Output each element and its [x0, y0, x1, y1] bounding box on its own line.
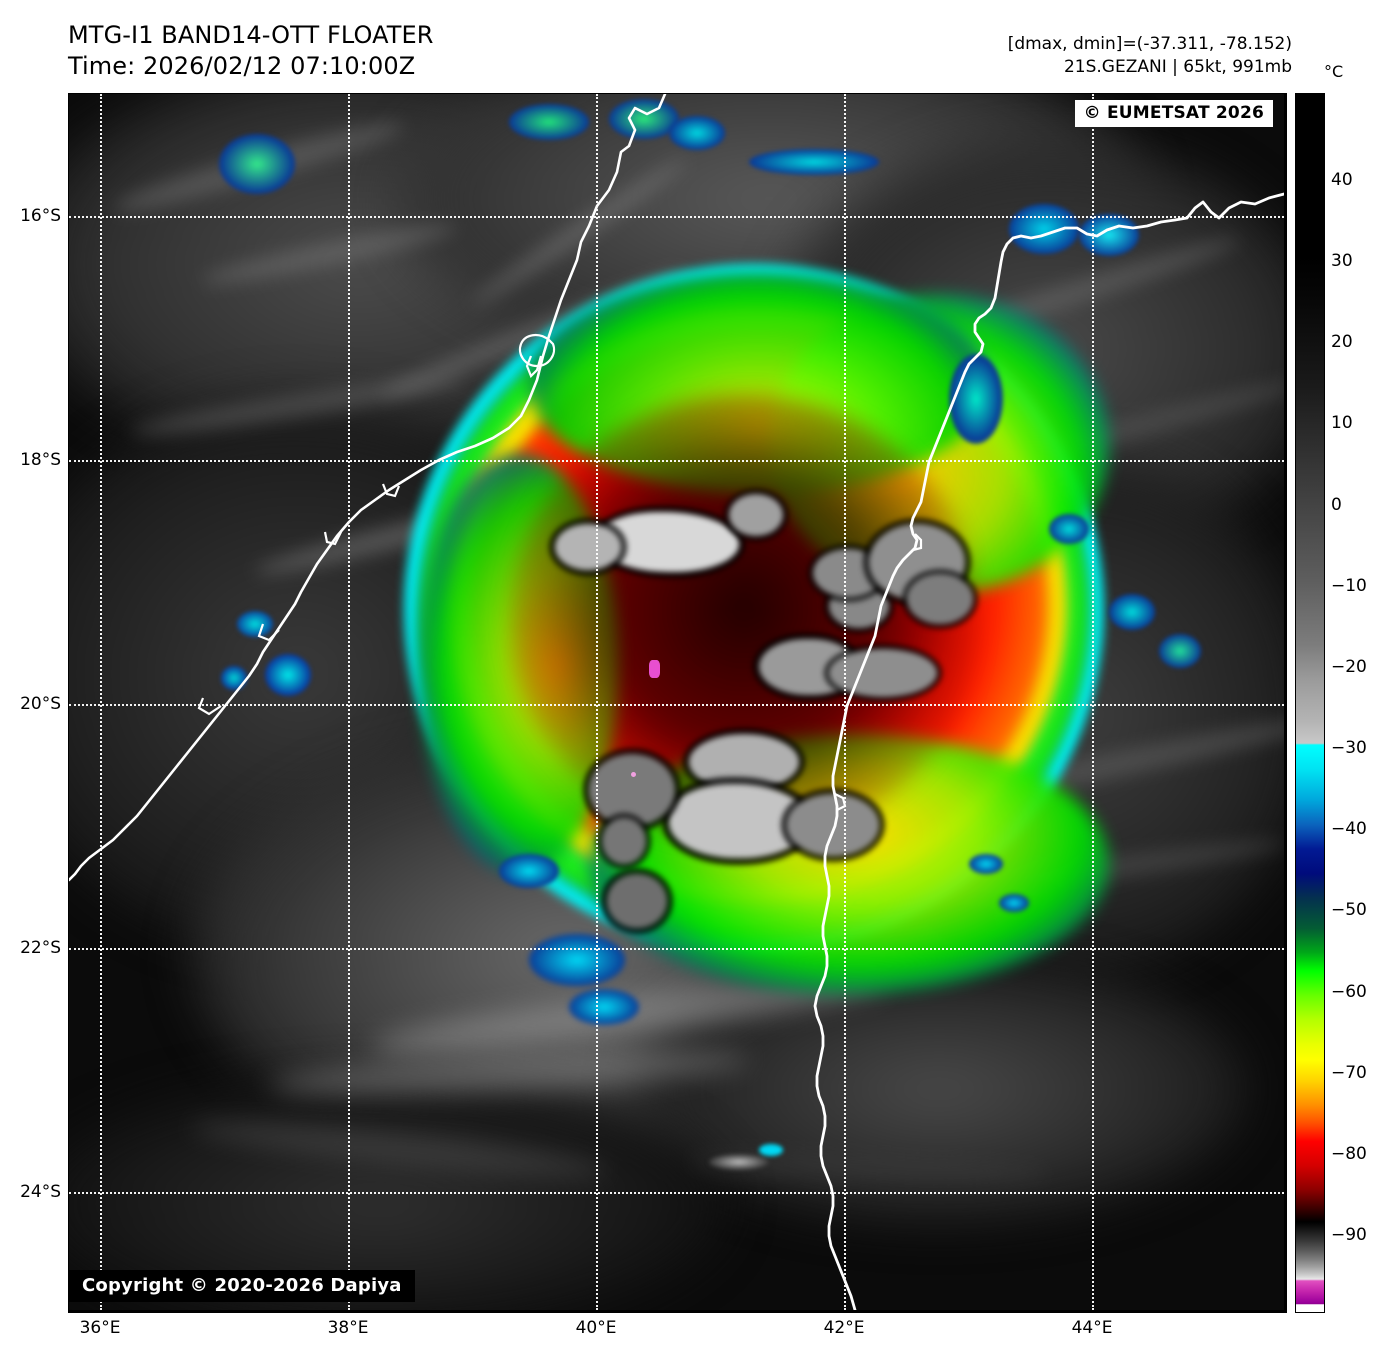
- storm-info-label: 21S.GEZANI | 65kt, 991mb: [1063, 56, 1292, 77]
- colorbar-tick-label: 10: [1331, 413, 1353, 433]
- overshooting-top: [669, 784, 809, 858]
- dminmax-label: [dmax, dmin]=(-37.311, -78.152): [1007, 34, 1292, 54]
- convective-cell: [969, 854, 1003, 874]
- convective-cell: [529, 934, 625, 986]
- convective-cell: [237, 611, 273, 637]
- convective-cell: [1109, 594, 1155, 630]
- convective-cell: [709, 1154, 769, 1170]
- colorbar-tick-label: −70: [1331, 1063, 1367, 1083]
- gridline-lon-40E: [596, 94, 598, 1310]
- eumetsat-copyright-badge: © EUMETSAT 2026: [1074, 100, 1273, 127]
- convective-cell: [569, 989, 639, 1025]
- overshooting-top: [607, 874, 667, 928]
- colorbar-tick-label: −40: [1331, 819, 1367, 839]
- colorbar-tick-label: −80: [1331, 1144, 1367, 1164]
- colorbar-tick-label: 0: [1331, 495, 1342, 515]
- convective-cell: [949, 354, 1003, 444]
- ytick-label: 20°S: [20, 694, 61, 714]
- colorbar-unit-label: °C: [1324, 62, 1344, 81]
- overshooting-top: [589, 754, 675, 826]
- gridline-lon-42E: [844, 94, 846, 1310]
- ytick-label: 16°S: [20, 206, 61, 226]
- convective-cell: [759, 1144, 783, 1156]
- xtick-label: 44°E: [1071, 1318, 1113, 1338]
- gridline-lat-16S: [69, 216, 1284, 218]
- header-right-block: [dmax, dmin]=(-37.311, -78.152) 21S.GEZA…: [1008, 33, 1292, 79]
- colorbar-gradient: [1296, 94, 1324, 1312]
- gridline-lon-36E: [100, 94, 102, 1310]
- gridline-lon-44E: [1092, 94, 1094, 1310]
- colorbar-tick-label: −90: [1331, 1225, 1367, 1245]
- xtick-label: 42°E: [823, 1318, 865, 1338]
- colorbar-tick-label: 30: [1331, 251, 1353, 271]
- coldest-pixel-cluster: [649, 660, 660, 678]
- overshooting-top: [907, 574, 973, 624]
- timestamp-label: Time: 2026/02/12 07:10:00Z: [68, 52, 416, 81]
- xtick-label: 38°E: [327, 1318, 369, 1338]
- coldest-pixel-cluster: [631, 772, 636, 777]
- convective-cell: [1009, 204, 1079, 254]
- overshooting-top: [729, 494, 783, 536]
- convective-cell: [499, 854, 559, 888]
- gridline-lat-22S: [69, 948, 1284, 950]
- colorbar-tick-label: −10: [1331, 576, 1367, 596]
- ytick-label: 22°S: [20, 938, 61, 958]
- convective-cell: [669, 116, 725, 150]
- convective-cell: [749, 149, 879, 175]
- overshooting-top: [555, 524, 621, 570]
- colorbar-tick-label: −20: [1331, 657, 1367, 677]
- xtick-label: 36°E: [79, 1318, 121, 1338]
- page-title: MTG-I1 BAND14-OTT FLOATER: [68, 21, 434, 49]
- overshooting-top: [787, 794, 879, 856]
- colorbar-tick-label: 20: [1331, 332, 1353, 352]
- convective-cell: [1079, 214, 1139, 256]
- plot-inner: © EUMETSAT 2026 Copyright © 2020-2026 Da…: [69, 94, 1284, 1310]
- colorbar-tick-label: −60: [1331, 982, 1367, 1002]
- colorbar-tick-label: −30: [1331, 738, 1367, 758]
- convective-cell: [999, 894, 1029, 912]
- title-block: MTG-I1 BAND14-OTT FLOATER Time: 2026/02/…: [68, 20, 434, 82]
- gridline-lat-24S: [69, 1192, 1284, 1194]
- overshooting-top: [602, 818, 646, 864]
- overshooting-top: [689, 734, 799, 790]
- convective-cell: [221, 666, 247, 690]
- colorbar: [1295, 93, 1325, 1313]
- convective-cell: [1159, 634, 1201, 668]
- convective-cell: [219, 134, 295, 194]
- gridline-lat-20S: [69, 704, 1284, 706]
- convective-cell: [509, 104, 589, 140]
- convective-cell: [265, 654, 311, 696]
- convective-cell: [1049, 514, 1089, 544]
- xtick-label: 40°E: [575, 1318, 617, 1338]
- gridline-lat-18S: [69, 460, 1284, 462]
- gridline-lon-38E: [348, 94, 350, 1310]
- ytick-label: 18°S: [20, 450, 61, 470]
- ytick-label: 24°S: [20, 1182, 61, 1202]
- colorbar-tick-label: 40: [1331, 170, 1353, 190]
- colorbar-tick-label: −50: [1331, 900, 1367, 920]
- satellite-image-plot[interactable]: © EUMETSAT 2026 Copyright © 2020-2026 Da…: [68, 93, 1287, 1313]
- dapiya-copyright-badge: Copyright © 2020-2026 Dapiya: [69, 1270, 415, 1302]
